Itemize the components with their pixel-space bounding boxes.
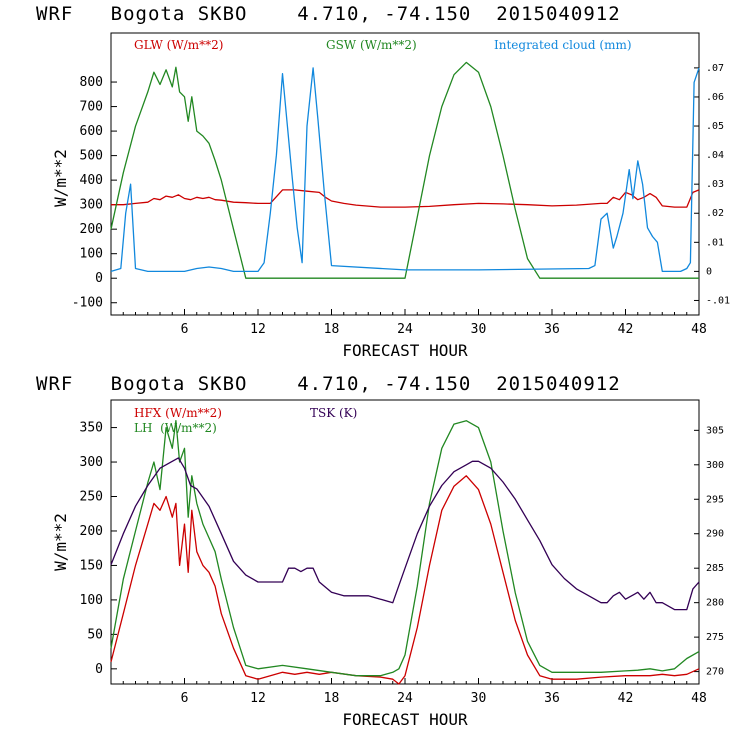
x-tick-label: 48 xyxy=(691,691,707,706)
x-tick-label: 24 xyxy=(397,322,413,337)
y2-tick-label: .02 xyxy=(706,208,724,219)
panel-1-xlabel: FORECAST HOUR xyxy=(342,341,468,360)
y2-tick-label: 275 xyxy=(706,632,724,643)
y2-tick-label: .03 xyxy=(706,179,724,190)
y-tick-label: -100 xyxy=(72,296,103,311)
x-tick-label: 48 xyxy=(691,322,707,337)
panel-2-ylabel: W/m**2 xyxy=(51,513,70,571)
y2-tick-label: 285 xyxy=(706,563,724,574)
panel-1-ylabel: W/m**2 xyxy=(51,149,70,207)
y2-tick-label: .01 xyxy=(706,237,724,248)
series-line-integrated xyxy=(110,67,700,273)
legend-glw: GLW (W/m**2) xyxy=(134,38,223,52)
panel-1-title: WRF Bogota SKBO 4.710, -74.150 201504091… xyxy=(36,3,621,25)
panel-2: WRF Bogota SKBO 4.710, -74.150 201504091… xyxy=(36,373,724,729)
x-tick-label: 42 xyxy=(618,691,634,706)
y2-tick-label: 0 xyxy=(706,266,712,277)
panel-1: WRF Bogota SKBO 4.710, -74.150 201504091… xyxy=(36,3,730,360)
x-tick-label: 30 xyxy=(471,322,487,337)
x-tick-label: 30 xyxy=(471,691,487,706)
panel-2-axes: 6 12 18 24 30 36 42 48 0 50 100 150 200 250 300 350 305 3… xyxy=(80,421,725,706)
y2-tick-label: 270 xyxy=(706,667,724,678)
series-line-lh xyxy=(110,420,700,677)
series-line-gsw xyxy=(110,61,699,279)
panel-2-title: WRF Bogota SKBO 4.710, -74.150 201504091… xyxy=(36,373,621,395)
y2-tick-label: .06 xyxy=(706,92,724,103)
y-tick-label: 100 xyxy=(80,247,103,262)
y-tick-label: 350 xyxy=(80,421,103,436)
y2-tick-label: .07 xyxy=(706,63,724,74)
y-tick-label: 800 xyxy=(80,75,103,90)
y-tick-label: 500 xyxy=(80,149,103,164)
y2-tick-label: -.01 xyxy=(706,295,730,306)
x-tick-label: 36 xyxy=(544,691,560,706)
x-tick-label: 12 xyxy=(250,322,266,337)
y2-tick-label: 295 xyxy=(706,494,724,505)
y-tick-label: 0 xyxy=(95,271,103,286)
x-tick-label: 18 xyxy=(324,322,340,337)
y-tick-label: 0 xyxy=(95,662,103,677)
panel-2-plot-frame xyxy=(110,399,700,685)
x-tick-label: 36 xyxy=(544,322,560,337)
x-tick-label: 6 xyxy=(181,691,189,706)
x-tick-label: 24 xyxy=(397,691,413,706)
x-tick-label: 18 xyxy=(324,691,340,706)
y-tick-label: 300 xyxy=(80,455,103,470)
y2-tick-label: .04 xyxy=(706,150,724,161)
legend-gsw: GSW (W/m**2) xyxy=(326,38,417,52)
y-tick-label: 300 xyxy=(80,198,103,213)
y-tick-label: 600 xyxy=(80,124,103,139)
legend-integrated-cloud: Integrated cloud (mm) xyxy=(494,38,632,52)
y2-tick-label: 290 xyxy=(706,529,724,540)
panel-1-axes: 6 12 18 24 30 36 42 48 -100 0 100 200 300 400 500 600 70… xyxy=(72,63,730,337)
y2-tick-label: 280 xyxy=(706,598,724,609)
legend-tsk: TSK (K) xyxy=(310,406,357,420)
series-line-glw xyxy=(111,189,700,208)
y-tick-label: 100 xyxy=(80,593,103,608)
y-tick-label: 250 xyxy=(80,490,103,505)
panel-2-xlabel: FORECAST HOUR xyxy=(342,710,468,729)
y2-tick-label: 300 xyxy=(706,460,724,471)
y-tick-label: 200 xyxy=(80,524,103,539)
panel-1-series xyxy=(110,61,700,279)
y2-tick-label: 305 xyxy=(706,425,724,436)
panel-1-plot-frame xyxy=(110,32,700,316)
y-tick-label: 700 xyxy=(80,100,103,115)
y-tick-label: 400 xyxy=(80,173,103,188)
x-tick-label: 6 xyxy=(181,322,189,337)
panel-2-series xyxy=(110,420,700,685)
x-tick-label: 42 xyxy=(618,322,634,337)
y-tick-label: 50 xyxy=(87,627,103,642)
x-tick-label: 12 xyxy=(250,691,266,706)
series-line-tsk xyxy=(110,457,700,611)
y2-tick-label: .05 xyxy=(706,121,724,132)
y-tick-label: 200 xyxy=(80,222,103,237)
y-tick-label: 150 xyxy=(80,558,103,573)
legend-hfx: HFX (W/m**2) xyxy=(134,406,222,420)
